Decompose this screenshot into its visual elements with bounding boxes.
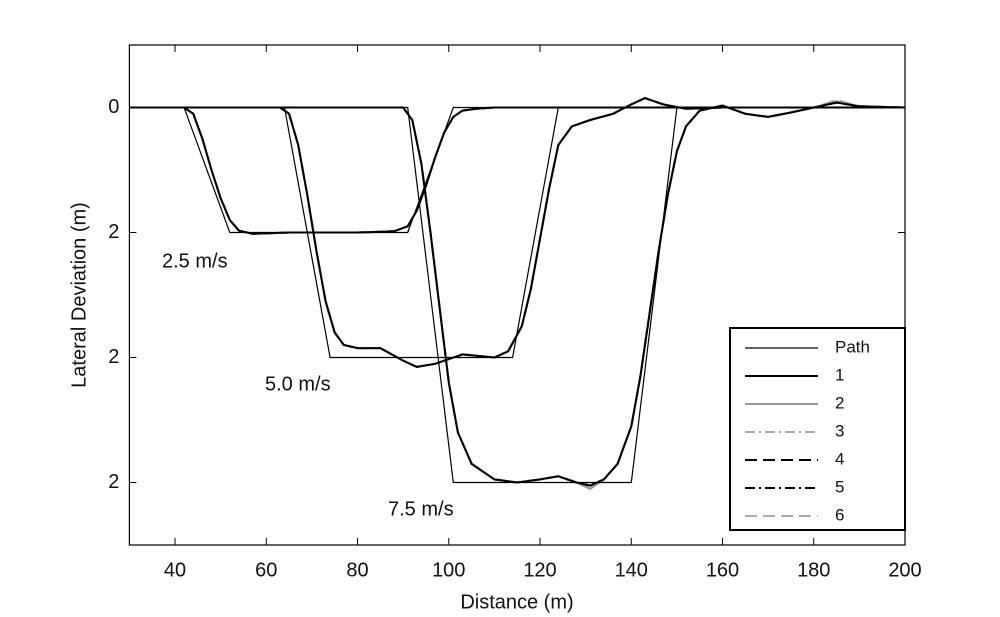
- x-tick-label: 160: [706, 559, 739, 581]
- annotation: 2.5 m/s: [162, 250, 228, 272]
- series-line: [129, 106, 905, 234]
- series-line: [129, 106, 905, 235]
- x-tick-label: 60: [255, 559, 277, 581]
- y-tick-label: 0: [108, 96, 119, 118]
- legend-label: Path: [835, 337, 870, 356]
- series-line: [129, 101, 905, 487]
- annotation: 7.5 m/s: [388, 498, 454, 520]
- legend-label: 5: [835, 477, 844, 496]
- y-tick-label: 2: [108, 346, 119, 368]
- x-axis-label: Distance (m): [460, 591, 573, 613]
- series-line: [129, 106, 905, 235]
- legend-label: 6: [835, 505, 844, 524]
- legend-label: 3: [835, 421, 844, 440]
- series-line: [129, 106, 905, 235]
- series-line: [129, 106, 905, 235]
- x-tick-label: 200: [888, 559, 921, 581]
- y-tick-label: 2: [108, 221, 119, 243]
- annotation: 5.0 m/s: [265, 373, 331, 395]
- x-tick-label: 80: [346, 559, 368, 581]
- plot-frame: [128, 44, 906, 546]
- x-tick-label: 40: [164, 559, 186, 581]
- legend-label: 4: [835, 449, 844, 468]
- x-tick-label: 100: [432, 559, 465, 581]
- x-tick-label: 140: [615, 559, 648, 581]
- y-tick-label: 2: [108, 471, 119, 493]
- series-line: [129, 106, 905, 235]
- legend-box: [729, 327, 906, 531]
- x-tick-label: 180: [797, 559, 830, 581]
- x-tick-label: 120: [523, 559, 556, 581]
- series-line: [129, 106, 905, 484]
- legend-label: 2: [835, 393, 844, 412]
- series-line: [129, 106, 905, 235]
- legend-label: 1: [835, 365, 844, 384]
- y-axis-label: Lateral Deviation (m): [68, 202, 90, 388]
